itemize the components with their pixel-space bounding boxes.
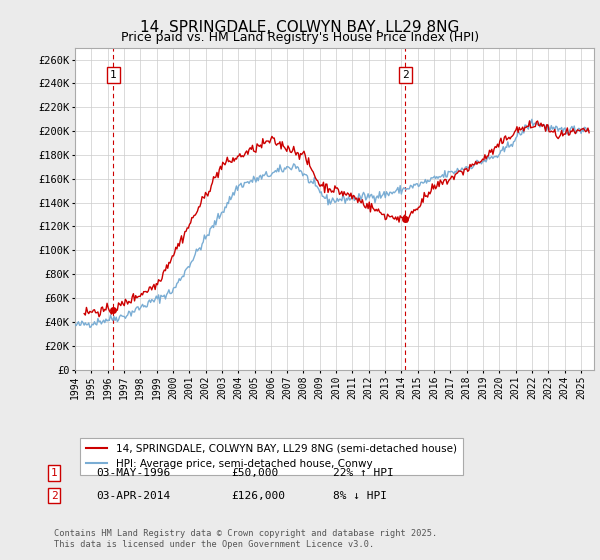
Text: 1: 1 bbox=[50, 468, 58, 478]
Text: Contains HM Land Registry data © Crown copyright and database right 2025.
This d: Contains HM Land Registry data © Crown c… bbox=[54, 529, 437, 549]
Text: 2: 2 bbox=[402, 70, 409, 80]
Text: 2: 2 bbox=[50, 491, 58, 501]
Text: 22% ↑ HPI: 22% ↑ HPI bbox=[333, 468, 394, 478]
Legend: 14, SPRINGDALE, COLWYN BAY, LL29 8NG (semi-detached house), HPI: Average price, : 14, SPRINGDALE, COLWYN BAY, LL29 8NG (se… bbox=[80, 437, 463, 475]
Text: 14, SPRINGDALE, COLWYN BAY, LL29 8NG: 14, SPRINGDALE, COLWYN BAY, LL29 8NG bbox=[140, 20, 460, 35]
Text: 8% ↓ HPI: 8% ↓ HPI bbox=[333, 491, 387, 501]
Text: £126,000: £126,000 bbox=[231, 491, 285, 501]
Text: 03-APR-2014: 03-APR-2014 bbox=[96, 491, 170, 501]
Text: 1: 1 bbox=[110, 70, 117, 80]
Text: Price paid vs. HM Land Registry's House Price Index (HPI): Price paid vs. HM Land Registry's House … bbox=[121, 31, 479, 44]
Text: £50,000: £50,000 bbox=[231, 468, 278, 478]
Text: 03-MAY-1996: 03-MAY-1996 bbox=[96, 468, 170, 478]
